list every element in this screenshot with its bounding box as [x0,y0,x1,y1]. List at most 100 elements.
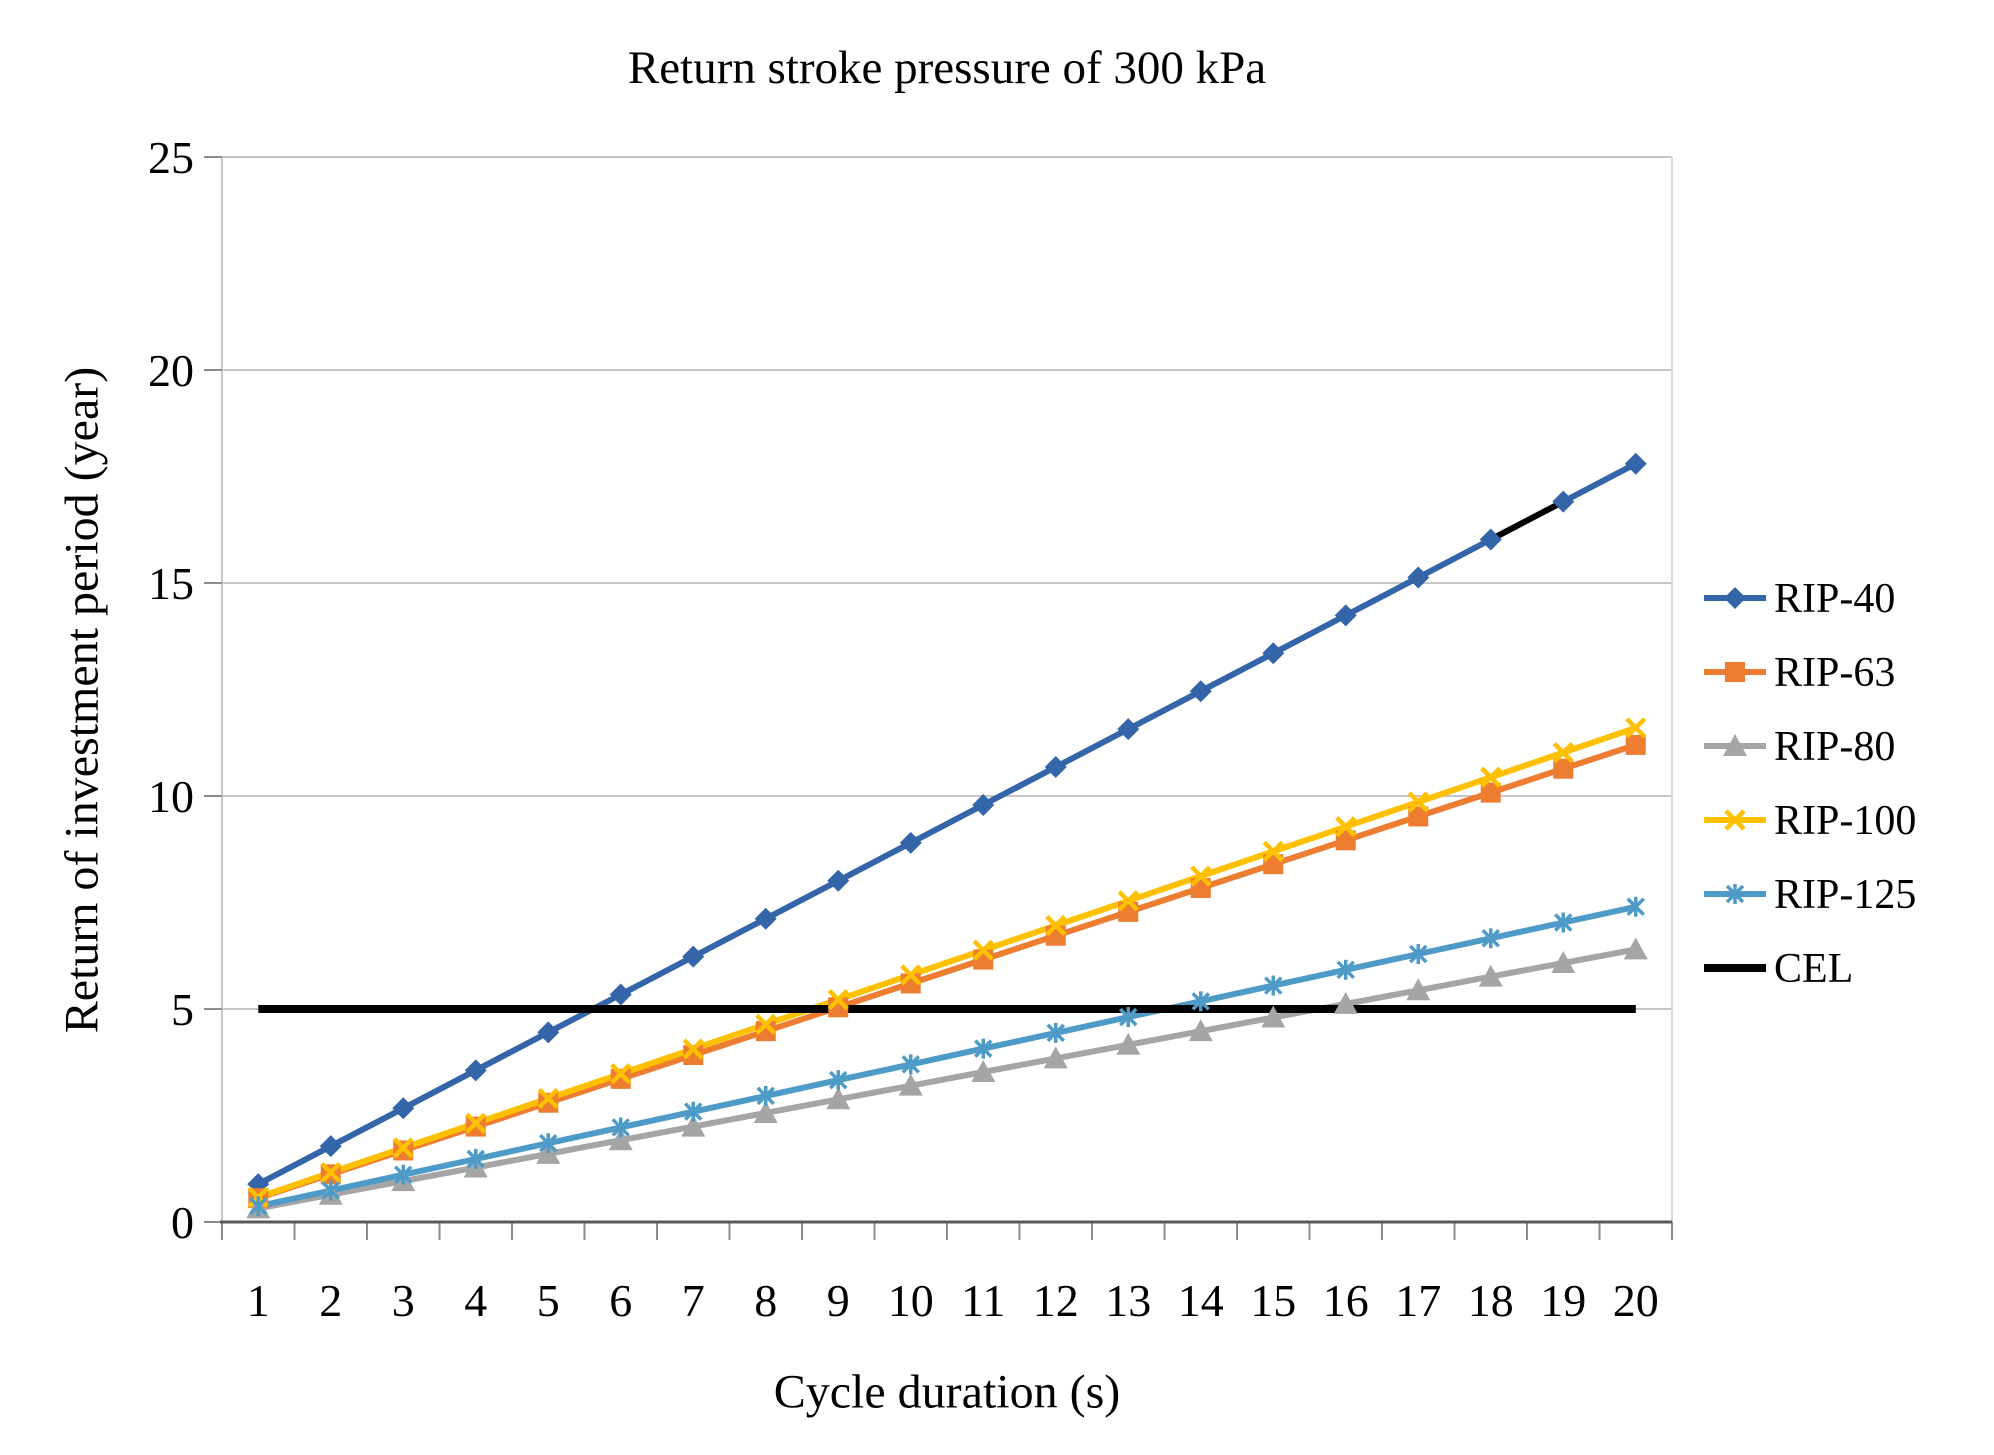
marker-RIP-40 [754,907,777,930]
x-axis-title: Cycle duration (s) [773,1365,1121,1419]
marker-RIP-125 [1626,897,1645,916]
marker-RIP-80 [1551,950,1576,973]
marker-RIP-63 [1408,806,1429,827]
legend-label-RIP-100: RIP-100 [1774,798,1916,844]
legend-item-RIP-40: RIP-40 [1704,576,1895,622]
marker-RIP-80 [1333,991,1358,1014]
marker-RIP-80 [1261,1005,1286,1028]
marker-RIP-40 [899,831,922,854]
marker-RIP-125 [1554,913,1573,932]
marker-RIP-100 [1190,865,1212,887]
legend-label-CEL: CEL [1774,946,1853,992]
series-line-RIP-80 [257,946,1637,1212]
marker-RIP-40 [682,945,705,968]
marker-RIP-40 [319,1135,342,1158]
marker-RIP-80 [1406,978,1431,1001]
marker-RIP-100 [1552,741,1574,764]
marker-RIP-125 [249,1197,268,1216]
x-tick-label-15: 15 [1250,1275,1296,1326]
marker-RIP-80 [1623,937,1648,960]
y-tick-label-15: 15 [148,558,194,609]
marker-RIP-63 [610,1068,631,1089]
marker-RIP-63 [683,1045,704,1066]
x-tick-label-14: 14 [1178,1275,1224,1326]
legend-label-RIP-80: RIP-80 [1774,724,1895,770]
x-tick-label-19: 19 [1540,1275,1586,1326]
marker-RIP-125 [321,1181,340,1200]
marker-RIP-125 [611,1118,630,1137]
marker-RIP-80 [1478,964,1503,987]
legend-item-RIP-100: RIP-100 [1704,798,1916,844]
marker-RIP-40 [1552,490,1575,513]
y-tick-label-0: 0 [171,1197,194,1248]
marker-RIP-40 [609,983,632,1006]
marker-RIP-40 [464,1059,487,1082]
marker-RIP-100 [827,989,849,1011]
legend-label-RIP-125: RIP-125 [1774,872,1916,918]
marker-RIP-125 [901,1055,920,1074]
marker-RIP-63 [755,1021,776,1042]
legend-item-RIP-63: RIP-63 [1704,650,1895,696]
series-line-RIP-40 [256,461,1638,1187]
marker-RIP-100 [972,939,994,961]
marker-RIP-100 [465,1112,487,1134]
x-tick-label-2: 2 [319,1275,342,1326]
marker-RIP-100 [320,1161,342,1184]
y-tick-label-20: 20 [148,345,194,396]
marker-RIP-100 [392,1137,414,1159]
marker-RIP-125 [974,1039,993,1058]
marker-RIP-80 [1043,1046,1068,1069]
marker-RIP-100 [1117,890,1139,912]
marker-RIP-125 [1481,929,1500,948]
marker-RIP-40 [1044,756,1067,779]
legend-label-RIP-40: RIP-40 [1774,576,1895,622]
marker-RIP-80 [898,1073,923,1096]
x-tick-label-13: 13 [1105,1275,1151,1326]
marker-RIP-80 [826,1087,851,1110]
x-tick-label-3: 3 [392,1275,415,1326]
marker-RIP-125 [829,1070,848,1090]
marker-RIP-40 [1117,718,1140,741]
marker-RIP-100 [537,1087,559,1110]
x-tick-label-17: 17 [1395,1275,1441,1326]
x-tick-label-5: 5 [537,1275,560,1326]
marker-RIP-100 [755,1013,777,1035]
x-tick-label-10: 10 [888,1275,934,1326]
y-tick-label-25: 25 [148,132,194,183]
marker-RIP-40 [972,793,995,816]
marker-RIP-125 [1191,992,1210,1011]
y-tick-label-10: 10 [148,771,194,822]
x-tick-label-9: 9 [827,1275,850,1326]
marker-RIP-125 [394,1165,413,1184]
x-tick-label-1: 1 [247,1275,270,1326]
marker-RIP-125 [684,1102,703,1121]
x-tick-label-18: 18 [1468,1275,1514,1326]
legend-item-CEL: CEL [1704,946,1853,992]
marker-RIP-40 [1624,452,1647,475]
marker-RIP-40 [537,1021,560,1044]
marker-RIP-100 [1480,766,1502,788]
marker-RIP-40 [1189,680,1212,703]
marker-RIP-40 [1262,642,1285,665]
annotation-segment-0 [1489,498,1565,543]
legend-marker-RIP-100 [1724,809,1746,831]
marker-RIP-100 [1045,914,1067,937]
marker-RIP-63 [1625,734,1646,755]
legend-marker-RIP-63 [1725,662,1745,682]
marker-RIP-40 [1479,528,1502,551]
legend-marker-RIP-125 [1725,884,1745,904]
x-tick-label-8: 8 [754,1275,777,1326]
marker-RIP-125 [539,1133,558,1153]
marker-RIP-63 [1045,925,1066,946]
marker-RIP-125 [1119,1007,1138,1027]
legend-label-RIP-63: RIP-63 [1774,650,1895,696]
chart-title: Return stroke pressure of 300 kPa [627,42,1267,94]
y-axis-title: Return of investment period (year) [55,366,109,1034]
marker-RIP-100 [610,1063,632,1085]
marker-RIP-125 [1336,960,1355,980]
x-tick-label-4: 4 [464,1275,487,1326]
marker-RIP-125 [756,1086,775,1106]
marker-RIP-100 [1625,717,1647,739]
